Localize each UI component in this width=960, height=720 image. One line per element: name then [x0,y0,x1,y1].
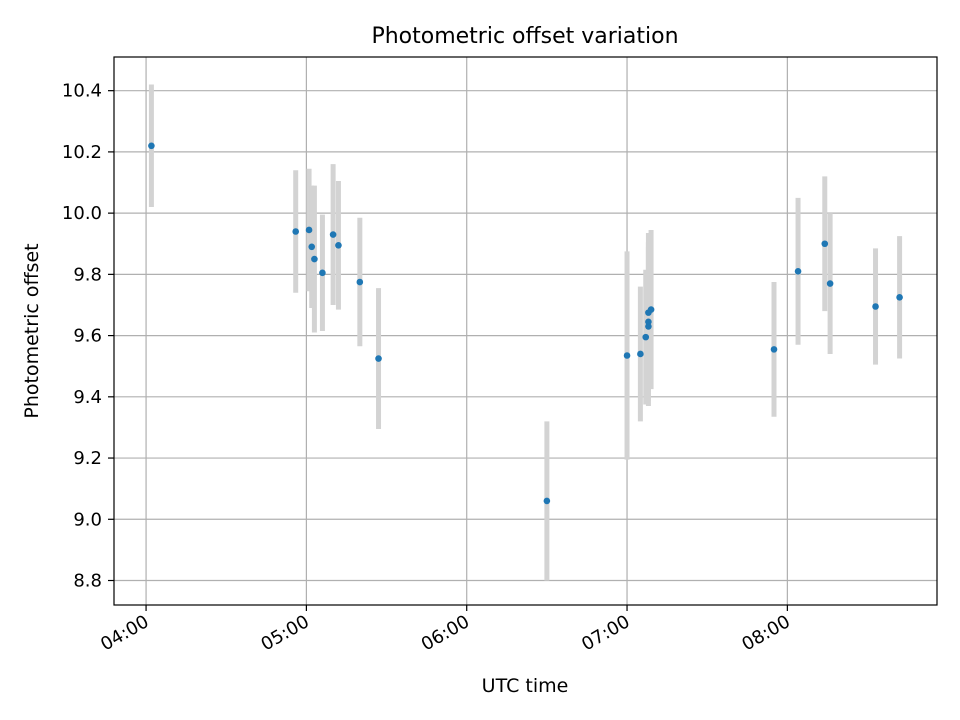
data-point [826,280,834,287]
y-tick-label: 9.0 [73,509,102,530]
y-tick-label: 9.8 [73,264,102,285]
data-point [821,240,829,248]
data-point [311,255,318,263]
data-point [623,352,631,359]
data-point [647,306,655,313]
data-point [308,243,316,251]
data-point [148,142,155,150]
data-point [319,269,326,277]
data-point [642,333,650,341]
data-point [356,278,364,286]
data-point [794,268,802,275]
data-point [896,294,903,301]
point-layer [148,142,903,505]
data-point [543,497,551,505]
data-point [335,241,342,249]
plot-frame [113,56,938,606]
data-point [329,231,337,238]
y-axis-label: Photometric offset [21,243,43,418]
y-tick-label: 9.4 [73,387,102,408]
x-axis-label: UTC time [482,675,569,697]
data-point [645,323,652,330]
y-tick-label: 10.4 [62,81,102,102]
data-point [305,226,313,234]
data-point [645,318,652,326]
y-tick-label: 8.8 [73,571,102,592]
data-point [770,346,778,353]
data-point [292,228,300,235]
data-point [375,355,382,362]
y-tick-label: 9.6 [73,326,102,347]
data-point [872,303,879,310]
chart-title: Photometric offset variation [371,24,678,49]
y-axis-ticks: 8.8 9.0 9.2 9.4 9.6 9.8 10.0 10.2 10.4 [62,81,114,592]
data-point [637,350,644,358]
y-tick-label: 9.2 [73,448,102,469]
y-tick-label: 10.0 [62,203,102,224]
y-tick-label: 10.2 [62,142,102,163]
